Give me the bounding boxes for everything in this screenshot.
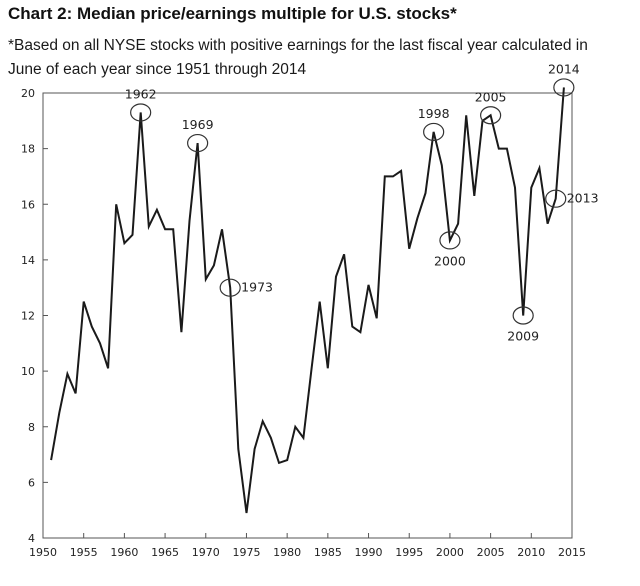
- annotation-label-1973: 1973: [241, 280, 273, 295]
- x-tick-label-2010: 2010: [517, 546, 545, 559]
- annotation-label-2009: 2009: [507, 329, 539, 344]
- x-tick-label-1950: 1950: [29, 546, 57, 559]
- annotation-circle-1969: [187, 133, 209, 153]
- annotation-label-2005: 2005: [475, 89, 507, 104]
- y-tick-label-18: 18: [21, 143, 35, 156]
- y-tick-label-8: 8: [28, 421, 35, 434]
- y-tick-label-12: 12: [21, 310, 35, 323]
- annotation-circle-2009: [512, 306, 534, 325]
- annotation-label-2000: 2000: [434, 253, 466, 268]
- annotation-label-1998: 1998: [418, 106, 450, 121]
- x-tick-label-1955: 1955: [70, 546, 98, 559]
- x-tick-label-1965: 1965: [151, 546, 179, 559]
- x-tick-label-1975: 1975: [232, 546, 260, 559]
- x-tick-label-2015: 2015: [558, 546, 586, 559]
- series-line-0: [50, 87, 565, 514]
- x-tick-label-1960: 1960: [110, 546, 138, 559]
- annotation-label-2013: 2013: [567, 191, 599, 206]
- annotation-label-1969: 1969: [182, 117, 214, 132]
- y-tick-label-14: 14: [21, 254, 35, 267]
- annotation-circle-1973: [219, 278, 241, 297]
- annotation-circle-2013: [545, 189, 567, 208]
- annotation-circle-1962: [130, 103, 152, 122]
- plot-frame: [42, 92, 573, 539]
- y-tick-label-4: 4: [28, 532, 35, 545]
- chart-title: Chart 2: Median price/earnings multiple …: [8, 4, 457, 23]
- chart-subtitle: *Based on all NYSE stocks with positive …: [8, 37, 588, 78]
- x-tick-label-1995: 1995: [395, 546, 423, 559]
- annotation-label-2014: 2014: [548, 61, 580, 76]
- x-tick-label-1980: 1980: [273, 546, 301, 559]
- y-tick-label-20: 20: [21, 87, 35, 100]
- x-tick-label-2005: 2005: [477, 546, 505, 559]
- x-tick-label-1990: 1990: [355, 546, 383, 559]
- annotation-label-1962: 1962: [125, 86, 157, 101]
- annotation-circle-2000: [439, 231, 461, 250]
- annotation-circle-2014: [553, 78, 575, 97]
- annotation-circle-2005: [480, 106, 502, 125]
- y-tick-label-16: 16: [21, 198, 35, 211]
- y-tick-label-10: 10: [21, 365, 35, 378]
- annotation-circle-1998: [423, 122, 445, 142]
- x-tick-label-1970: 1970: [192, 546, 220, 559]
- x-tick-label-2000: 2000: [436, 546, 464, 559]
- x-tick-label-1985: 1985: [314, 546, 342, 559]
- y-tick-label-6: 6: [28, 476, 35, 489]
